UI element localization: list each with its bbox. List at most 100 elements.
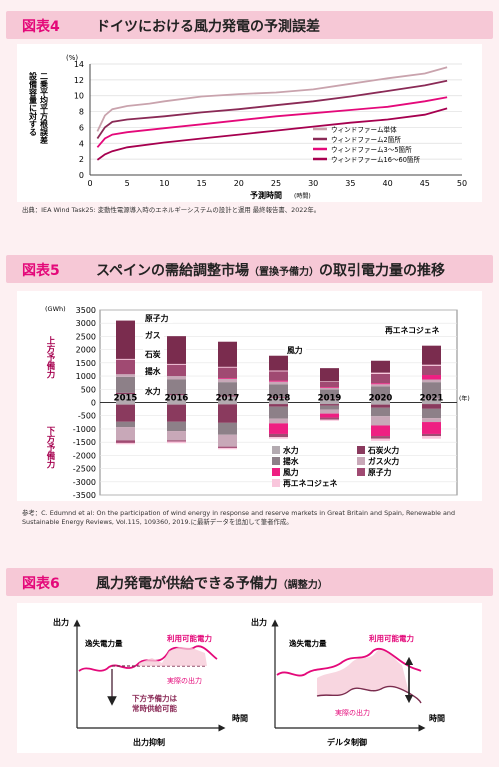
fig5-bar-down-6	[218, 447, 237, 450]
fig5-annotation-6: 再エネコジェネ	[385, 325, 440, 335]
fig5-legend-swatch-4	[272, 468, 280, 476]
fig5-legend-swatch-0	[272, 446, 280, 454]
fig5-xtick-label: 2016	[165, 394, 189, 404]
left-x-axis-label: 時間	[232, 713, 248, 723]
fig5-number: 図表5	[22, 263, 60, 279]
fig5-upper-label: 上方予備力	[45, 335, 55, 379]
fig5-bar-up-5	[218, 367, 237, 379]
left-available-label: 利用可能電力	[166, 633, 212, 643]
down-reserve-label-1: 下方予備力は	[132, 693, 177, 703]
down-reserve-label-2: 常時供給可能	[132, 703, 177, 713]
fig5-bar-down-4	[269, 423, 288, 434]
fig5-bar-down-3	[320, 409, 339, 414]
fig4-ytick-label: 10	[74, 92, 84, 101]
fig5-bar-up-5	[116, 359, 135, 375]
fig4-series-line-1	[96, 79, 448, 140]
fig5-title-small: （置換予備力）	[249, 267, 320, 278]
fig5-panel: 3500 3000 2500 2000 1500 1000 500 0 -500 -1000 -15…	[17, 291, 482, 501]
fig5-xtick-label: 2018	[267, 394, 291, 404]
fig4-ytick-label: 6	[79, 123, 84, 132]
fig5-bar-up-2	[320, 389, 339, 399]
fig5-legend-label-1: 石炭火力	[367, 445, 399, 455]
fig5-bar-down-3	[269, 418, 288, 424]
fig5-bar-down-1	[218, 404, 237, 423]
fig4-xtick-label: 45	[420, 179, 430, 188]
fig4-header: 図表4 ドイツにおける風力発電の予測誤差	[6, 11, 493, 39]
fig5-ytick-label: -500	[78, 412, 96, 421]
fig4-source: 出典：IEA Wind Task25: 変動性電源導入時のエネルギーシステムの設…	[22, 206, 321, 214]
fig5-annotation-3: 揚水	[145, 366, 161, 376]
fig5-bar-down-0	[371, 402, 390, 405]
fig5-legend-swatch-5	[357, 468, 365, 476]
fig5-bar-up-5	[167, 364, 186, 377]
fig5-bar-up-6	[116, 358, 135, 360]
fig4-legend-label-0: ウィンドファーム単体	[331, 125, 397, 134]
fig4-ytick-label: 8	[79, 108, 84, 117]
fig5-ytick-label: 2000	[76, 346, 96, 355]
fig5-xtick-label: 2020	[369, 394, 393, 404]
fig6-number: 図表6	[22, 576, 60, 592]
right-actual-output-curve	[316, 685, 422, 704]
fig5-bar-down-6	[320, 419, 339, 421]
fig5-chart: 3500 3000 2500 2000 1500 1000 500 0 -500 -1000 -15…	[45, 305, 470, 500]
fig6-panel: 出力 時間 逸失電力量 利用可能電力 実際の出力 下方予備力は 常時供給可能 出…	[17, 603, 482, 753]
fig5-bar-down-2	[320, 405, 339, 410]
fig5-bar-up-6	[218, 366, 237, 368]
left-lost-energy-label: 逸失電力量	[85, 638, 123, 648]
fig5-annotation-bg	[143, 349, 164, 359]
fig5-bar-down-6	[422, 436, 441, 439]
fig4-xtick-label: 25	[271, 179, 281, 188]
fig4-legend-label-1: ウィンドファーム2箇所	[331, 135, 401, 144]
fig5-legend-label-0: 水力	[283, 445, 299, 455]
fig5-ytick-label: -1000	[73, 425, 96, 434]
fig5-bar-up-2	[269, 384, 288, 397]
fig5-legend-label-4: 風力	[283, 467, 299, 477]
left-y-axis-label: 出力	[53, 617, 69, 627]
fig5-bar-down-1	[371, 404, 390, 408]
fig5-legend-swatch-1	[357, 446, 365, 454]
curtailment-diagram: 出力 時間 逸失電力量 利用可能電力 実際の出力 下方予備力は 常時供給可能 出…	[53, 617, 248, 747]
fig5-bar-up-6	[269, 370, 288, 372]
fig4-xtick-label: 30	[308, 179, 318, 188]
fig4-series-line-0	[96, 66, 448, 132]
fig4-ylabel: 二乗平均平方根誤差	[39, 72, 49, 144]
fig4-ytick-label: 12	[74, 76, 84, 85]
fig5-bar-up-5	[422, 365, 441, 376]
fig5-bar-down-6	[167, 441, 186, 444]
lost-energy-area	[139, 647, 207, 666]
fig5-bar-down-0	[422, 402, 441, 405]
fig4-ytick-label: 2	[79, 155, 84, 164]
fig5-title: スペインの需給調整市場（置換予備力）の取引電力量の推移	[96, 260, 445, 280]
fig5-bar-down-0	[269, 402, 288, 405]
fig5-bar-up-7	[116, 320, 135, 359]
fig5-bar-up-1	[218, 395, 237, 397]
fig4-xtick-label: 15	[197, 179, 207, 188]
fig5-bar-down-2	[269, 406, 288, 419]
fig5-ytick-label: 0	[91, 399, 96, 408]
left-actual-label: 実際の出力	[167, 676, 202, 685]
fig5-bar-down-0	[218, 402, 237, 405]
fig5-bar-down-3	[116, 427, 135, 441]
fig5-bar-down-0	[167, 402, 186, 405]
fig5-ytick-label: 2500	[76, 332, 96, 341]
fig4-ytick-label: 14	[74, 60, 84, 69]
fig5-bar-up-5	[371, 373, 390, 384]
left-caption: 出力抑制	[133, 737, 165, 747]
fig5-bar-down-4	[371, 425, 390, 437]
right-actual-label: 実際の出力	[335, 708, 370, 717]
fig5-bar-down-2	[116, 421, 135, 428]
fig5-header: 図表5 スペインの需給調整市場（置換予備力）の取引電力量の推移	[6, 255, 493, 283]
fig5-bar-up-6	[371, 372, 390, 374]
right-caption: デルタ制御	[327, 737, 367, 747]
fig5-bar-up-5	[269, 371, 288, 381]
fig4-xtick-label: 10	[159, 179, 169, 188]
fig5-bar-up-0	[269, 397, 288, 403]
fig5-bar-down-1	[320, 404, 339, 406]
fig5-ytick-label: 500	[81, 385, 96, 394]
fig5-bar-up-3	[218, 378, 237, 383]
fig5-bar-up-4	[371, 383, 390, 385]
fig5-ytick-label: 3000	[76, 319, 96, 328]
fig5-bar-up-2	[218, 382, 237, 396]
fig5-bar-up-0	[320, 399, 339, 403]
fig4-chart: 0 2 4 6 8 10 12 14 0 5 10 15 20 25 30 35 40 45 50 (%) 二乗平均平方…	[28, 54, 468, 200]
